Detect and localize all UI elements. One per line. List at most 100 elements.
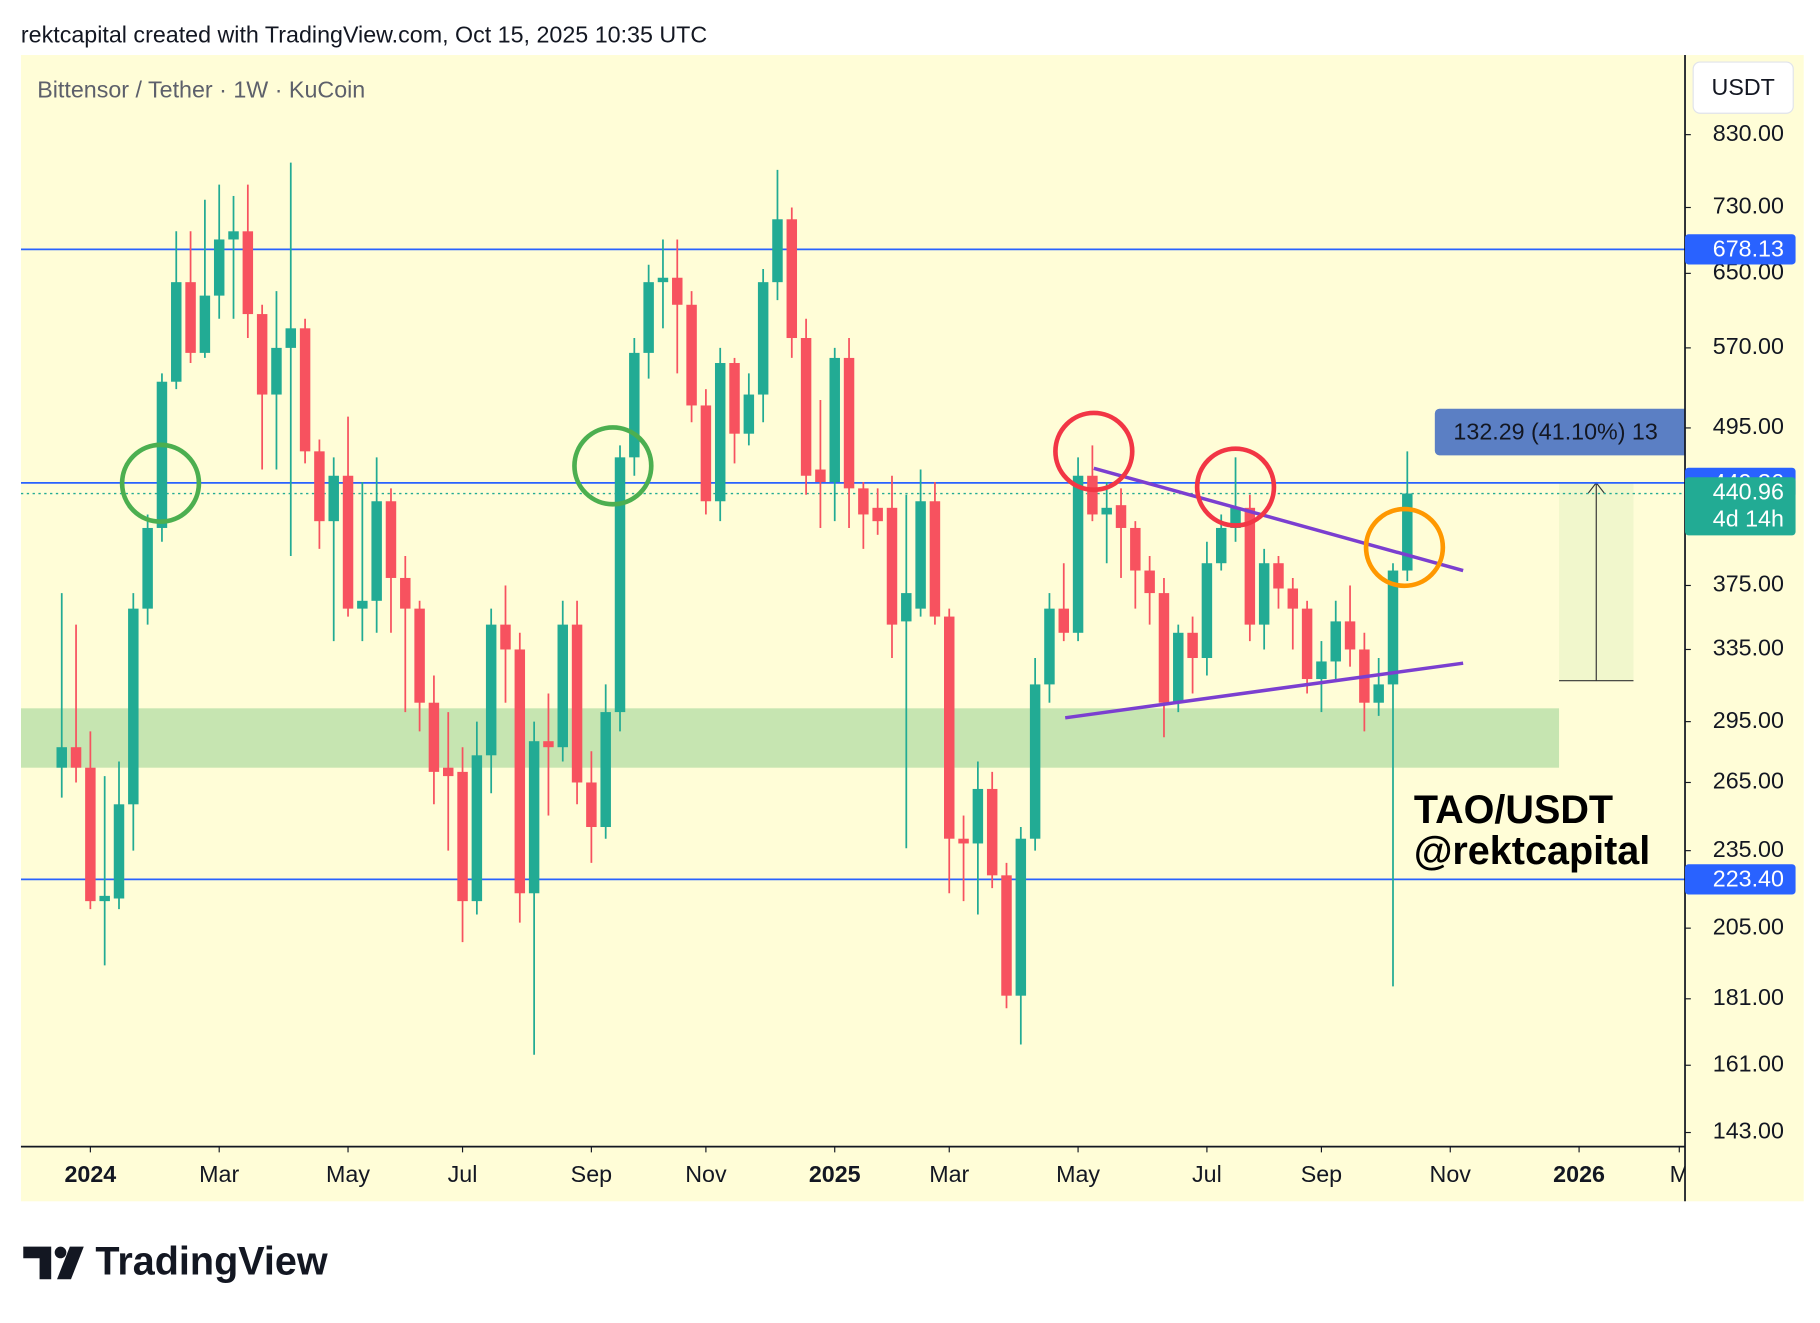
measure-label: 132.29 (41.10%) 13 — [1453, 418, 1657, 444]
candle-body — [1230, 507, 1241, 528]
candle-body — [199, 295, 211, 353]
y-tick-label: 235.00 — [1713, 836, 1784, 862]
candle-body — [843, 357, 855, 489]
candle-body — [113, 804, 125, 899]
candle-body — [457, 771, 468, 902]
currency-button[interactable] — [1692, 61, 1794, 114]
last-price-label: 440.96 — [1713, 479, 1784, 505]
annotation: @rektcapital — [1414, 829, 1650, 873]
candle-body — [743, 394, 755, 434]
candle-body — [829, 357, 840, 483]
candle-body — [271, 347, 282, 395]
candle-body — [514, 649, 526, 894]
candle-body — [428, 702, 440, 772]
candle-body — [815, 469, 826, 483]
candle-body — [256, 314, 268, 395]
candle-body — [657, 277, 669, 283]
candle-body — [1101, 507, 1112, 515]
x-tick-label: 2024 — [64, 1161, 116, 1187]
level-label: 223.40 — [1713, 866, 1784, 892]
candle-body — [614, 457, 626, 713]
highlight-circle — [119, 442, 202, 525]
candle-body — [400, 577, 411, 609]
y-tick-label: 335.00 — [1713, 635, 1784, 661]
candle-body — [958, 838, 969, 844]
x-tick-label: Nov — [1430, 1161, 1472, 1187]
footer-brand: TradingView — [95, 1240, 327, 1284]
candle-body — [643, 282, 654, 353]
candle-body — [972, 788, 984, 844]
candle-body — [929, 501, 941, 617]
measure-label-bg — [1434, 408, 1686, 456]
y-tick-label: 205.00 — [1713, 913, 1784, 939]
candle-body — [56, 747, 67, 768]
candle-body — [471, 755, 483, 902]
x-tick-label: May — [326, 1161, 370, 1187]
candle-body — [686, 304, 697, 406]
trendline — [1093, 466, 1464, 573]
candle-body — [1029, 684, 1041, 839]
candle-body — [1158, 593, 1170, 703]
candle-body — [1001, 875, 1012, 996]
level-label-bg — [1685, 234, 1796, 265]
candle-body — [528, 741, 540, 894]
candle-body — [485, 624, 497, 756]
candle-body — [772, 219, 783, 283]
candle-body — [285, 328, 297, 348]
y-tick-label: 161.00 — [1713, 1050, 1784, 1076]
candle-body — [1273, 563, 1284, 589]
candle-body — [142, 527, 153, 609]
candle-body — [1344, 621, 1356, 650]
x-tick-label: 2025 — [809, 1161, 861, 1187]
candle-body — [1373, 684, 1384, 703]
y-tick-label: 143.00 — [1713, 1118, 1784, 1144]
x-axis: 2024 Mar May Jul Sep Nov 2025 Mar May Jul Sep Nov 20… — [64, 1146, 1685, 1187]
candle-body — [800, 338, 812, 476]
highlight-circle — [1053, 410, 1135, 493]
candle-body — [543, 741, 554, 748]
chart-title: Bittensor / Tether · 1W · KuCoin — [37, 76, 365, 102]
candle-body — [901, 593, 912, 622]
candle-body — [1201, 563, 1213, 659]
candle-body — [700, 405, 712, 502]
candle-body — [1173, 632, 1184, 703]
logo-mark — [57, 1246, 84, 1280]
highlight-circle — [1194, 446, 1277, 528]
logo-mark — [54, 1246, 67, 1259]
candle-body — [314, 451, 325, 522]
x-tick-label: Mar — [929, 1161, 969, 1187]
candle-body — [99, 895, 110, 902]
candle-body — [185, 282, 196, 353]
candle-body — [500, 624, 511, 650]
candle-body — [1115, 505, 1127, 528]
candle-body — [1015, 838, 1027, 996]
y-tick-label: 375.00 — [1713, 571, 1784, 597]
currency-label[interactable]: USDT — [1712, 74, 1775, 100]
x-tick-label: Nov — [685, 1161, 727, 1187]
x-tick-label: Sep — [1301, 1161, 1342, 1187]
candle-body — [385, 501, 397, 578]
candle-body — [414, 608, 425, 703]
candle-body — [328, 475, 339, 522]
x-tick-label: Jul — [1192, 1161, 1222, 1187]
candle-body — [156, 381, 168, 528]
candle-body — [886, 507, 898, 625]
chart-background — [20, 55, 1804, 1202]
candle-body — [944, 616, 955, 839]
candle-body — [70, 747, 82, 768]
candle-body — [1144, 570, 1155, 594]
candle-body — [228, 231, 239, 240]
candle-body — [714, 363, 726, 502]
candle-body — [85, 767, 96, 902]
candle-body — [915, 501, 926, 609]
x-tick-label: 2026 — [1553, 1161, 1605, 1187]
y-tick-label: 265.00 — [1713, 768, 1784, 794]
candle-body — [986, 788, 998, 876]
candle-body — [600, 712, 611, 828]
candle-body — [1072, 475, 1084, 633]
x-tick-label: Sep — [571, 1161, 612, 1187]
candle-body — [557, 624, 568, 748]
